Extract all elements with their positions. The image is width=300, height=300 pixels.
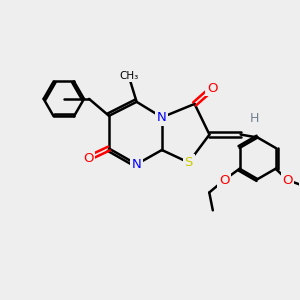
Text: N: N (132, 158, 142, 171)
Text: N: N (157, 111, 167, 124)
Text: O: O (83, 152, 93, 165)
Text: CH₃: CH₃ (119, 71, 138, 81)
Text: H: H (250, 112, 259, 125)
Text: O: O (282, 173, 293, 187)
Text: O: O (207, 82, 218, 95)
Text: O: O (219, 173, 230, 187)
Text: S: S (184, 156, 193, 169)
